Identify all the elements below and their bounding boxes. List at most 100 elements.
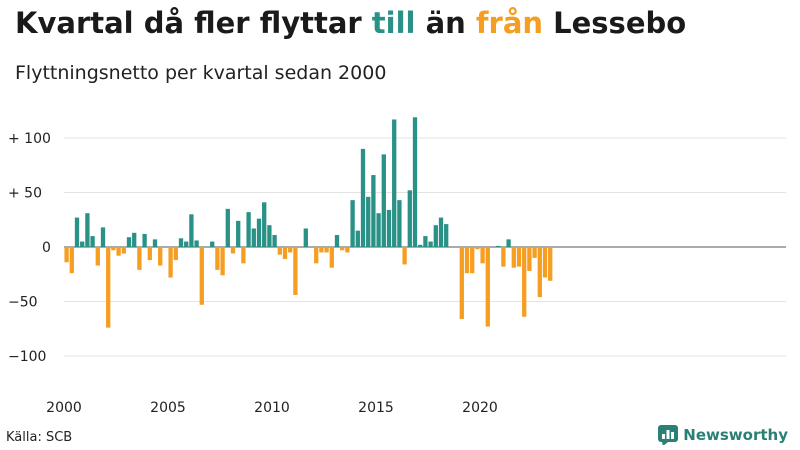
- title-part1: Kvartal då fler flyttar: [15, 6, 372, 40]
- y-tick-label: −50: [8, 295, 38, 311]
- x-tick-label: 2010: [254, 400, 290, 416]
- bar-2002Q3: [116, 247, 121, 256]
- bar-2007Q1: [210, 241, 215, 247]
- bar-2014Q3: [366, 196, 371, 247]
- bar-2021Q4: [516, 247, 522, 267]
- x-tick-label: 2015: [358, 400, 394, 416]
- bar-2001Q4: [100, 227, 106, 247]
- bar-2022Q3: [532, 247, 537, 258]
- bar-2003Q1: [126, 237, 132, 247]
- bar-2020Q2: [485, 247, 490, 327]
- y-tick-label: + 50: [8, 186, 42, 202]
- bars: [64, 117, 553, 328]
- bar-2022Q1: [522, 247, 527, 317]
- bar-2009Q4: [267, 225, 272, 247]
- x-tick-label: 2005: [150, 400, 186, 416]
- title-part2: Lessebo: [543, 6, 687, 40]
- bar-2011Q3: [303, 228, 308, 247]
- y-tick-label: 0: [42, 240, 51, 256]
- bar-2007Q3: [220, 247, 225, 276]
- y-tick-label: −100: [8, 349, 46, 365]
- x-axis: 2000 2005 2010 2015 2020: [46, 400, 498, 416]
- bar-2013Q2: [340, 247, 345, 251]
- bar-2014Q1: [355, 230, 360, 247]
- bar-2004Q2: [152, 239, 158, 247]
- bar-2006Q3: [199, 247, 204, 305]
- bar-2017Q3: [428, 241, 433, 247]
- brand-name: Newsworthy: [683, 426, 788, 444]
- bar-2015Q2: [381, 154, 386, 247]
- y-axis: + 100 + 50 0 −50 −100: [8, 131, 51, 365]
- bar-2007Q2: [215, 247, 220, 270]
- bar-2019Q1: [459, 247, 464, 319]
- bar-2009Q1: [251, 228, 256, 247]
- bar-2006Q2: [194, 240, 199, 247]
- bar-2017Q2: [423, 236, 428, 247]
- bar-2020Q1: [480, 247, 485, 264]
- bar-2003Q4: [142, 233, 147, 247]
- title-mid: än: [415, 6, 476, 40]
- bar-2001Q3: [95, 247, 100, 266]
- title-till: till: [371, 6, 416, 40]
- bar-2010Q2: [277, 247, 282, 255]
- bar-2022Q4: [537, 247, 542, 298]
- bar-2012Q3: [324, 247, 329, 253]
- bar-2008Q2: [236, 220, 241, 247]
- bar-2016Q4: [412, 117, 418, 247]
- bar-2009Q2: [256, 218, 262, 247]
- bar-2001Q1: [85, 213, 90, 247]
- bar-2013Q1: [334, 235, 340, 247]
- bar-2014Q2: [360, 148, 366, 247]
- bar-2023Q2: [548, 247, 553, 281]
- bar-2000Q4: [80, 241, 85, 247]
- chart-subtitle: Flyttningsnetto per kvartal sedan 2000: [15, 62, 387, 84]
- bar-2005Q2: [173, 247, 178, 261]
- bar-2017Q4: [433, 225, 438, 247]
- bar-2016Q3: [407, 190, 412, 247]
- bar-2000Q1: [64, 247, 69, 263]
- bar-chart-logo-icon: [658, 425, 679, 445]
- bar-2016Q1: [397, 200, 402, 247]
- bar-chart: + 100 + 50 0 −50 −100 2000 2005 2010 2015 2020: [8, 117, 786, 416]
- bar-2012Q4: [329, 247, 334, 268]
- bar-2019Q4: [475, 247, 480, 250]
- bar-2002Q2: [111, 247, 116, 251]
- bar-2006Q1: [189, 214, 194, 247]
- bar-2008Q3: [241, 247, 246, 264]
- bar-2017Q1: [418, 244, 423, 247]
- bar-2000Q3: [74, 217, 80, 247]
- bar-2008Q1: [230, 247, 236, 254]
- bar-2013Q3: [345, 247, 350, 253]
- bar-2021Q2: [506, 239, 511, 247]
- bar-2008Q4: [246, 212, 251, 247]
- bar-2015Q3: [386, 209, 392, 247]
- bar-2023Q1: [542, 247, 548, 278]
- bar-2018Q1: [438, 217, 444, 247]
- bar-2002Q4: [121, 247, 126, 254]
- bar-2019Q2: [464, 247, 470, 274]
- bar-2005Q4: [184, 241, 189, 247]
- bar-2003Q3: [137, 247, 142, 270]
- source-note: Källa: SCB: [6, 430, 73, 445]
- bar-2014Q4: [371, 175, 376, 247]
- bar-2018Q2: [444, 224, 449, 247]
- bar-2012Q1: [314, 247, 319, 264]
- chart-title: Kvartal då fler flyttar till än från Les…: [15, 6, 686, 40]
- bar-2005Q3: [178, 238, 184, 247]
- bar-2002Q1: [106, 247, 111, 328]
- bar-2010Q1: [272, 235, 277, 247]
- bar-2005Q1: [168, 247, 173, 278]
- bar-2012Q2: [319, 247, 324, 253]
- bar-2020Q4: [496, 245, 501, 247]
- bar-2004Q3: [158, 247, 163, 266]
- bar-2004Q1: [147, 247, 152, 261]
- bar-2000Q2: [69, 247, 74, 274]
- bar-2003Q2: [132, 232, 137, 247]
- title-fran: från: [475, 6, 544, 40]
- bar-2001Q2: [90, 236, 95, 247]
- bar-2022Q2: [527, 247, 532, 271]
- x-tick-label: 2020: [462, 400, 498, 416]
- bar-2010Q4: [288, 247, 293, 253]
- y-tick-label: + 100: [8, 131, 51, 147]
- bar-2007Q4: [225, 208, 230, 247]
